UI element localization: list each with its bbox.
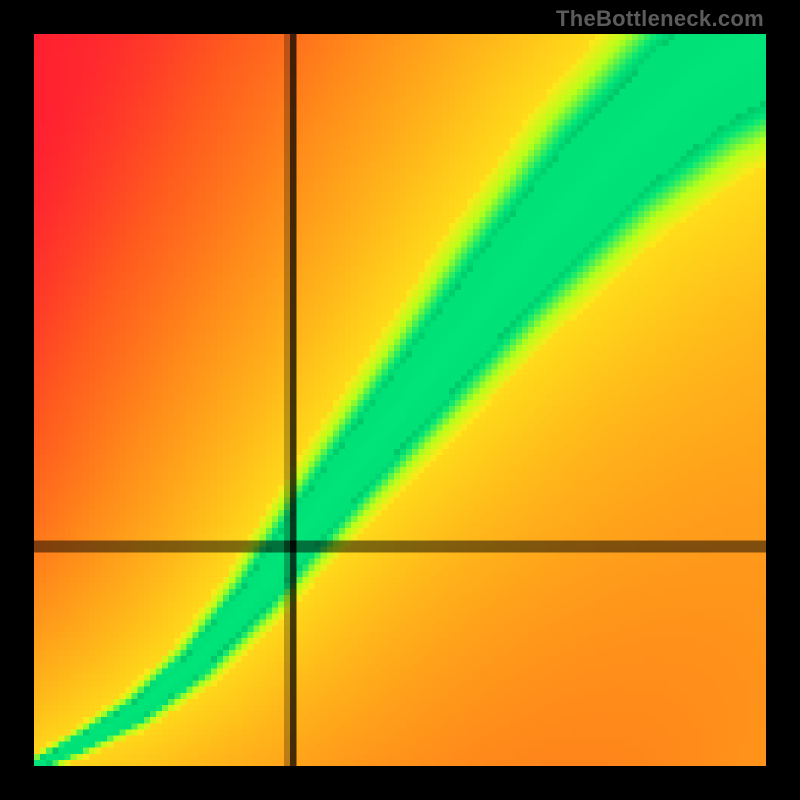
- chart-stage: TheBottleneck.com: [0, 0, 800, 800]
- watermark-text: TheBottleneck.com: [556, 6, 764, 32]
- bottleneck-heatmap: [34, 34, 766, 766]
